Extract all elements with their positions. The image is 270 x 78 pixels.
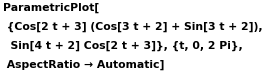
Text: Sin[4 t + 2] Cos[2 t + 3]}, {t, 0, 2 Pi},: Sin[4 t + 2] Cos[2 t + 3]}, {t, 0, 2 Pi}… — [3, 41, 243, 51]
Text: {Cos[2 t + 3] (Cos[3 t + 2] + Sin[3 t + 2]),: {Cos[2 t + 3] (Cos[3 t + 2] + Sin[3 t + … — [3, 21, 263, 32]
Text: AspectRatio → Automatic]: AspectRatio → Automatic] — [3, 60, 165, 70]
Text: ParametricPlot[: ParametricPlot[ — [3, 2, 99, 13]
